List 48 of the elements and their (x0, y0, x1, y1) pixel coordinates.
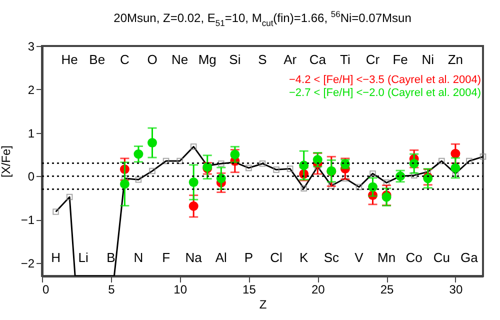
y-tick-label: 3 (28, 40, 35, 54)
y-tick-label: 0 (28, 170, 35, 184)
annotation: Ni (422, 52, 434, 67)
annotation: Ar (284, 52, 298, 67)
annotation: Cr (366, 52, 380, 67)
annotation: Co (406, 250, 422, 265)
annotation: C (120, 52, 130, 67)
annotation: P (244, 250, 254, 265)
annotation: O (147, 52, 158, 67)
annotation: Ga (460, 250, 479, 265)
x-axis-title: Z (259, 298, 267, 312)
annotation: Mg (198, 52, 216, 67)
annotation: Be (89, 52, 106, 67)
annotation: Ca (309, 52, 327, 67)
x-tick-label: 5 (108, 282, 116, 296)
annotation: Sc (324, 250, 340, 265)
annotation: Ne (172, 52, 188, 67)
annotation: Zn (448, 52, 464, 67)
annotation: Si (229, 52, 241, 67)
x-tick-label: 0 (42, 282, 50, 296)
annotation: H (51, 250, 60, 265)
x-tick-label: 10 (174, 282, 188, 296)
annotation: Li (78, 250, 89, 265)
y-tick-label: 2 (28, 82, 35, 97)
annotation: S (258, 52, 268, 67)
annotation: Fe (392, 52, 408, 67)
annotation: Cl (270, 250, 283, 265)
y-axis-title: [X/Fe] (0, 145, 13, 178)
y-tick-label: 1 (28, 126, 35, 140)
x-tick-label: 30 (449, 282, 463, 296)
annotation: F (162, 250, 170, 265)
annotation: Ti (340, 52, 350, 67)
x-tick-label: 20 (311, 282, 326, 296)
annotation: B (106, 250, 116, 265)
annotation: N (134, 250, 144, 265)
x-tick-label: 15 (242, 282, 256, 296)
annotation: Na (185, 250, 203, 265)
annotation: Cu (433, 250, 450, 265)
text: −2.7 < [Fe/H] <−2.0 (Cayrel et al. 2004) (289, 87, 481, 99)
annotation: K (300, 250, 309, 265)
annotation: Al (215, 250, 228, 265)
x-tick-label: 25 (380, 282, 394, 296)
text: −4.2 < [Fe/H] <−3.5 (Cayrel et al. 2004) (289, 74, 481, 86)
annotation: Mn (378, 250, 396, 265)
y-tick-label: −1 (20, 213, 35, 228)
y-tick-label: −2 (20, 256, 35, 270)
annotation: V (354, 250, 364, 265)
annotation: He (61, 52, 78, 67)
